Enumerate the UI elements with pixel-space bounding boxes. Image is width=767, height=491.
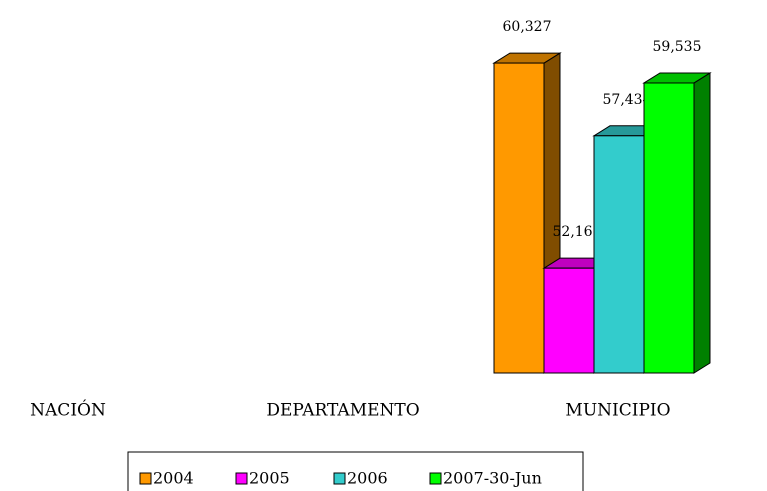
legend-swatch — [333, 472, 346, 485]
legend-label: 2005 — [249, 469, 290, 488]
x-tick-label: NACIÓN — [30, 400, 106, 421]
x-tick-label: DEPARTAMENTO — [266, 401, 419, 421]
legend-box — [127, 451, 584, 491]
bar-front — [593, 135, 645, 374]
bar-front — [543, 267, 595, 374]
legend-swatch — [139, 472, 152, 485]
bar-side — [693, 72, 711, 374]
legend-label: 2007-30-Jun — [443, 469, 542, 488]
bar-front — [643, 82, 695, 374]
data-label: 59,535 — [653, 39, 702, 55]
legend-label: 2006 — [347, 469, 388, 488]
data-label: 60,327 — [503, 19, 552, 35]
x-tick-label: MUNICIPIO — [565, 401, 670, 421]
legend-swatch — [429, 472, 442, 485]
bar — [642, 72, 712, 374]
bar-front — [493, 62, 545, 374]
data-label: 52,169 — [553, 224, 602, 240]
legend-swatch — [235, 472, 248, 485]
legend-label: 2004 — [153, 469, 194, 488]
data-label: 57,434 — [603, 92, 652, 108]
